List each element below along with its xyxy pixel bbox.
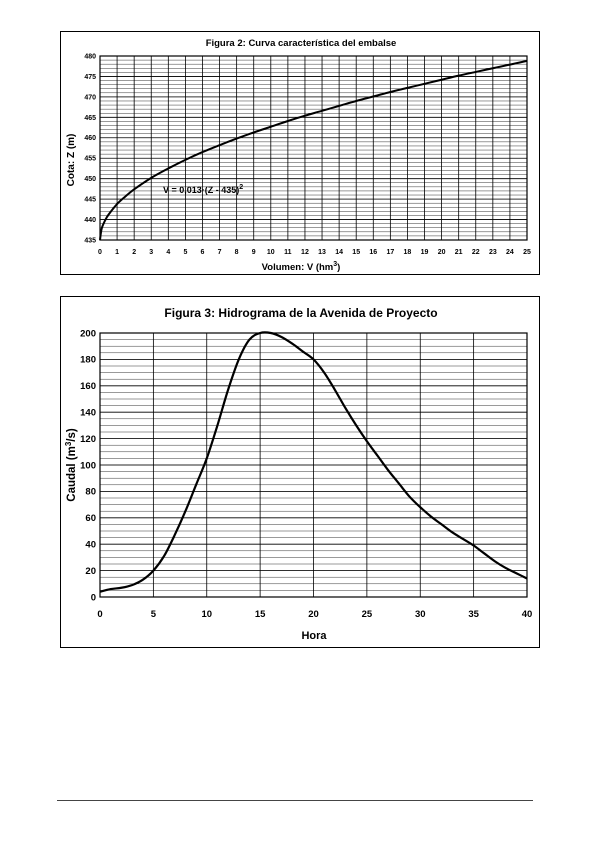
y-tick-label: 180 <box>80 355 96 366</box>
x-tick-label: 10 <box>201 609 212 620</box>
formula-superscript: 2 <box>239 184 243 191</box>
chart-grid <box>99 332 528 598</box>
y-tick-label: 480 <box>84 53 96 60</box>
y-tick-label: 80 <box>85 487 96 498</box>
x-tick-label: 25 <box>523 249 531 256</box>
x-tick-label: 17 <box>386 249 394 256</box>
x-tick-label: 16 <box>369 249 377 256</box>
y-tick-label: 470 <box>84 94 96 101</box>
x-tick-label: 25 <box>362 609 373 620</box>
plot-area-border <box>99 332 528 598</box>
y-tick-label: 20 <box>85 566 96 577</box>
y-tick-label: 455 <box>84 156 96 163</box>
x-tick-label: 20 <box>438 249 446 256</box>
x-axis-label-end: ) <box>337 262 340 273</box>
series-line-elevation-volume <box>99 59 528 241</box>
y-tick-label: 200 <box>80 328 96 339</box>
x-axis-label: Volumen: V (hm3) <box>262 261 341 273</box>
y-axis-label-end: /s) <box>66 428 78 442</box>
y-tick-label: 100 <box>80 460 96 471</box>
y-tick-labels: 0 20 40 60 80 100 120 140 160 180 200 <box>80 328 96 603</box>
x-tick-label: 7 <box>218 249 222 256</box>
x-tick-label: 15 <box>255 609 266 620</box>
x-tick-label: 35 <box>468 609 479 620</box>
x-tick-label: 8 <box>235 249 239 256</box>
x-tick-label: 12 <box>301 249 309 256</box>
x-axis-label-main: Volumen: V (hm <box>262 262 334 273</box>
x-tick-label: 5 <box>151 609 157 620</box>
chart-flood-hydrograph-svg: Figura 3: Hidrograma de la Avenida de Pr… <box>64 306 532 642</box>
x-tick-label: 14 <box>335 249 343 256</box>
x-tick-label: 19 <box>421 249 429 256</box>
x-tick-label: 1 <box>115 249 119 256</box>
x-tick-label: 6 <box>201 249 205 256</box>
y-axis-label-sup: 3 <box>64 441 73 446</box>
y-tick-label: 120 <box>80 434 96 445</box>
y-tick-label: 445 <box>84 197 96 204</box>
y-tick-label: 435 <box>84 237 96 244</box>
x-tick-label: 4 <box>166 249 170 256</box>
x-tick-label: 30 <box>415 609 426 620</box>
x-tick-label: 11 <box>284 249 292 256</box>
x-tick-label: 18 <box>404 249 412 256</box>
x-tick-label: 13 <box>318 249 326 256</box>
series-line-discharge <box>99 331 528 593</box>
y-tick-label: 440 <box>84 217 96 224</box>
chart-reservoir-curve-svg: Figura 2: Curva característica del embal… <box>66 38 531 273</box>
footer-divider <box>57 800 533 801</box>
y-tick-label: 475 <box>84 74 96 81</box>
chart-reservoir-curve: Figura 2: Curva característica del embal… <box>60 31 540 275</box>
x-tick-label: 21 <box>455 249 463 256</box>
x-axis-label-sup: 3 <box>333 261 337 268</box>
x-tick-label: 10 <box>267 249 275 256</box>
y-tick-label: 465 <box>84 115 96 122</box>
x-tick-label: 3 <box>149 249 153 256</box>
x-tick-label: 23 <box>489 249 497 256</box>
x-tick-label: 20 <box>308 609 319 620</box>
x-tick-label: 0 <box>98 249 102 256</box>
x-tick-label: 5 <box>183 249 187 256</box>
x-tick-label: 9 <box>252 249 256 256</box>
y-tick-label: 0 <box>91 592 96 603</box>
y-tick-labels: 435 440 445 450 455 460 465 470 475 480 <box>84 53 96 244</box>
x-tick-label: 22 <box>472 249 480 256</box>
x-tick-labels: 0 5 10 15 20 25 30 35 40 <box>97 609 532 620</box>
y-axis-label-main: Caudal (m <box>66 446 78 502</box>
x-axis-label: Hora <box>301 630 327 642</box>
x-tick-label: 15 <box>352 249 360 256</box>
chart-grid <box>99 55 528 241</box>
x-tick-labels: 0 1 2 3 4 5 6 7 8 9 10 11 12 13 14 15 16 17 18 19 20 21 22 23 24… <box>98 249 531 256</box>
formula-annotation: V = 0,013·(Z - 435)2 <box>163 184 243 195</box>
y-axis-label: Caudal (m3/s) <box>64 428 78 502</box>
plot-area-border <box>99 55 528 241</box>
y-tick-label: 140 <box>80 408 96 419</box>
x-tick-label: 24 <box>506 249 514 256</box>
y-tick-label: 160 <box>80 381 96 392</box>
x-tick-label: 0 <box>97 609 102 620</box>
chart-title: Figura 2: Curva característica del embal… <box>206 38 397 49</box>
y-axis-label: Cota: Z (m) <box>66 134 77 187</box>
x-tick-label: 2 <box>132 249 136 256</box>
y-tick-label: 40 <box>85 540 96 551</box>
y-tick-label: 460 <box>84 135 96 142</box>
y-tick-label: 450 <box>84 176 96 183</box>
chart-title: Figura 3: Hidrograma de la Avenida de Pr… <box>164 306 437 320</box>
formula-text: V = 0,013·(Z - 435) <box>163 185 239 195</box>
y-tick-label: 60 <box>85 513 96 524</box>
x-tick-label: 40 <box>522 609 533 620</box>
chart-flood-hydrograph: Figura 3: Hidrograma de la Avenida de Pr… <box>60 296 540 648</box>
